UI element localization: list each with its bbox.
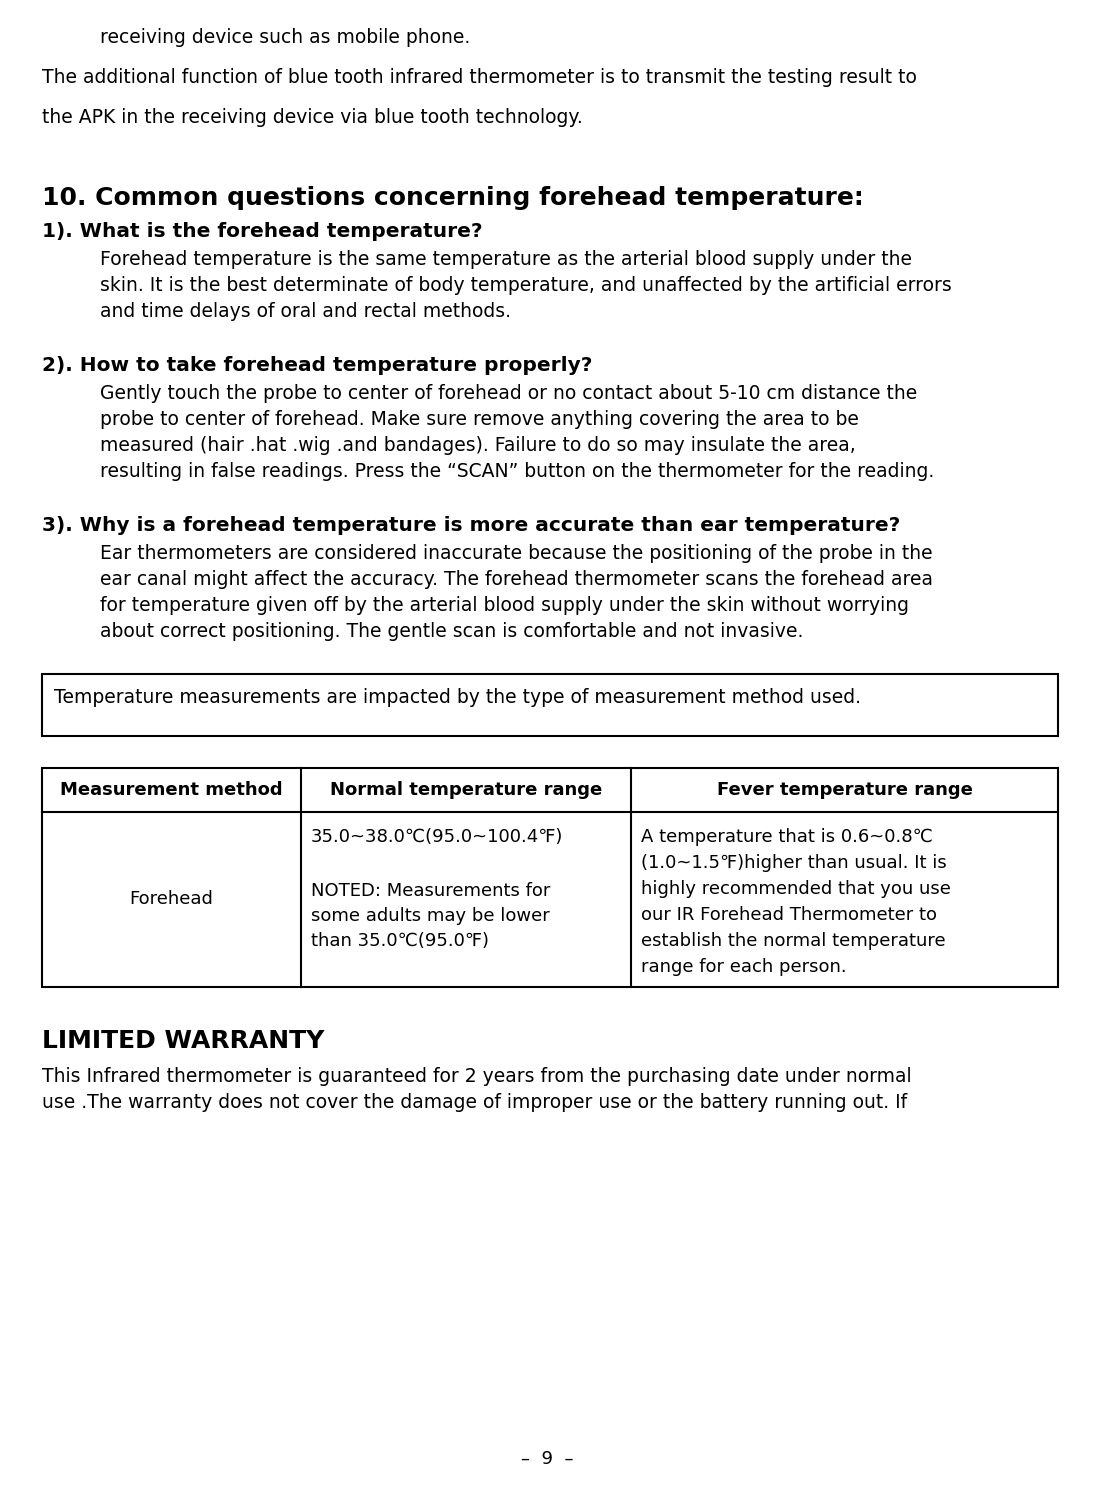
Text: 1). What is the forehead temperature?: 1). What is the forehead temperature? (42, 222, 482, 241)
Text: Forehead temperature is the same temperature as the arterial blood supply under : Forehead temperature is the same tempera… (100, 250, 912, 270)
FancyBboxPatch shape (42, 673, 1058, 736)
Text: the APK in the receiving device via blue tooth technology.: the APK in the receiving device via blue… (42, 107, 583, 127)
Text: 10. Common questions concerning forehead temperature:: 10. Common questions concerning forehead… (42, 186, 864, 210)
Text: LIMITED WARRANTY: LIMITED WARRANTY (42, 1030, 325, 1053)
Text: measured (hair .hat .wig .and bandages). Failure to do so may insulate the area,: measured (hair .hat .wig .and bandages).… (100, 437, 856, 454)
Text: about correct positioning. The gentle scan is comfortable and not invasive.: about correct positioning. The gentle sc… (100, 621, 803, 641)
Text: (1.0~1.5℉)higher than usual. It is: (1.0~1.5℉)higher than usual. It is (641, 854, 946, 872)
Text: NOTED: Measurements for: NOTED: Measurements for (311, 882, 550, 900)
Text: ear canal might affect the accuracy. The forehead thermometer scans the forehead: ear canal might affect the accuracy. The… (100, 571, 933, 589)
Text: 3). Why is a forehead temperature is more accurate than ear temperature?: 3). Why is a forehead temperature is mor… (42, 516, 900, 535)
Text: Forehead: Forehead (129, 891, 213, 909)
Text: probe to center of forehead. Make sure remove anything covering the area to be: probe to center of forehead. Make sure r… (100, 410, 859, 429)
Text: our IR Forehead Thermometer to: our IR Forehead Thermometer to (641, 906, 936, 924)
Text: Measurement method: Measurement method (60, 781, 283, 799)
Text: for temperature given off by the arterial blood supply under the skin without wo: for temperature given off by the arteria… (100, 596, 909, 615)
Text: and time delays of oral and rectal methods.: and time delays of oral and rectal metho… (100, 302, 511, 320)
Text: 35.0~38.0℃(95.0~100.4℉): 35.0~38.0℃(95.0~100.4℉) (311, 828, 563, 846)
Text: range for each person.: range for each person. (641, 958, 847, 976)
Text: Ear thermometers are considered inaccurate because the positioning of the probe : Ear thermometers are considered inaccura… (100, 544, 932, 563)
Text: skin. It is the best determinate of body temperature, and unaffected by the arti: skin. It is the best determinate of body… (100, 276, 952, 295)
Text: receiving device such as mobile phone.: receiving device such as mobile phone. (100, 28, 470, 48)
Text: use .The warranty does not cover the damage of improper use or the battery runni: use .The warranty does not cover the dam… (42, 1094, 907, 1112)
Text: some adults may be lower: some adults may be lower (311, 907, 550, 925)
FancyBboxPatch shape (42, 767, 1058, 986)
Text: 2). How to take forehead temperature properly?: 2). How to take forehead temperature pro… (42, 356, 592, 375)
Text: A temperature that is 0.6~0.8℃: A temperature that is 0.6~0.8℃ (641, 828, 933, 846)
Text: –  9  –: – 9 – (521, 1450, 573, 1468)
Text: Temperature measurements are impacted by the type of measurement method used.: Temperature measurements are impacted by… (54, 688, 861, 706)
Text: The additional function of blue tooth infrared thermometer is to transmit the te: The additional function of blue tooth in… (42, 69, 917, 86)
Text: highly recommended that you use: highly recommended that you use (641, 881, 951, 898)
Text: Fever temperature range: Fever temperature range (717, 781, 973, 799)
Text: This Infrared thermometer is guaranteed for 2 years from the purchasing date und: This Infrared thermometer is guaranteed … (42, 1067, 911, 1086)
Text: establish the normal temperature: establish the normal temperature (641, 933, 945, 951)
Text: Gently touch the probe to center of forehead or no contact about 5-10 cm distanc: Gently touch the probe to center of fore… (100, 384, 917, 402)
Text: resulting in false readings. Press the “SCAN” button on the thermometer for the : resulting in false readings. Press the “… (100, 462, 934, 481)
Text: Normal temperature range: Normal temperature range (330, 781, 602, 799)
Text: than 35.0℃(95.0℉): than 35.0℃(95.0℉) (311, 933, 489, 951)
